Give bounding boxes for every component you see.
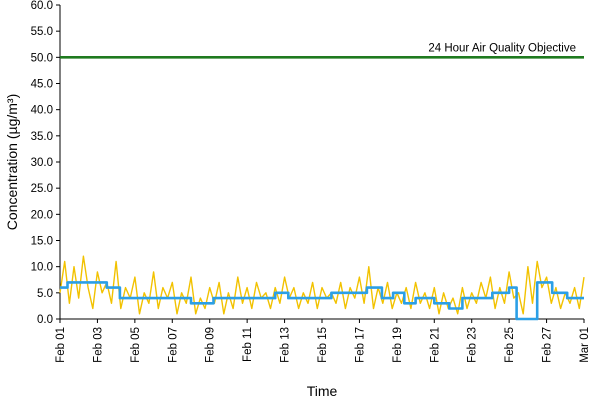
y-tick-label: 0.0 [37,314,53,326]
y-tick-label: 55.0 [31,26,53,38]
x-tick-label: Feb 23 [467,327,479,363]
x-tick-label: Feb 25 [504,327,516,363]
y-tick-label: 45.0 [31,79,53,91]
y-tick-label: 40.0 [31,105,53,117]
x-tick-label: Feb 27 [542,327,554,363]
daily-mean-series-line [60,281,584,321]
x-axis-title: Time [307,383,338,399]
x-tick-label: Feb 17 [354,327,366,363]
y-axis: 0.0 5.0 10.0 15.0 20.0 25.0 30.0 35.0 40.0 45.0 50… [31,0,61,326]
x-tick-label: Feb 03 [92,327,104,363]
y-tick-label: 10.0 [31,262,53,274]
hourly-series-line [59,255,585,315]
x-tick-label: Feb 11 [242,327,254,362]
y-tick-label: 50.0 [31,52,53,64]
x-tick-label: Feb 07 [167,327,179,363]
x-tick-label: Feb 01 [55,327,67,363]
objective-annotation: 24 Hour Air Quality Objective [428,42,576,54]
x-tick-label: Feb 09 [205,327,217,363]
x-tick-label: Feb 05 [130,327,142,363]
y-axis-title: Concentration (µg/m³) [4,94,20,230]
y-tick-label: 60.0 [31,0,53,12]
x-tick-label: Feb 21 [429,327,441,363]
y-tick-label: 20.0 [31,209,53,221]
y-tick-label: 15.0 [31,236,53,248]
x-tick-label: Feb 19 [392,327,404,363]
x-tick-label: Feb 13 [280,327,292,363]
y-tick-label: 30.0 [31,157,53,169]
x-axis: Feb 01 Feb 03 Feb 05 Feb 07 Feb 09 Feb 11 Feb … [55,318,591,363]
y-tick-label: 25.0 [31,183,53,195]
y-tick-label: 35.0 [31,131,53,143]
y-tick-label: 5.0 [37,288,53,300]
series-area [59,55,585,321]
x-tick-label: Mar 01 [579,327,591,363]
x-tick-label: Feb 15 [317,327,329,363]
